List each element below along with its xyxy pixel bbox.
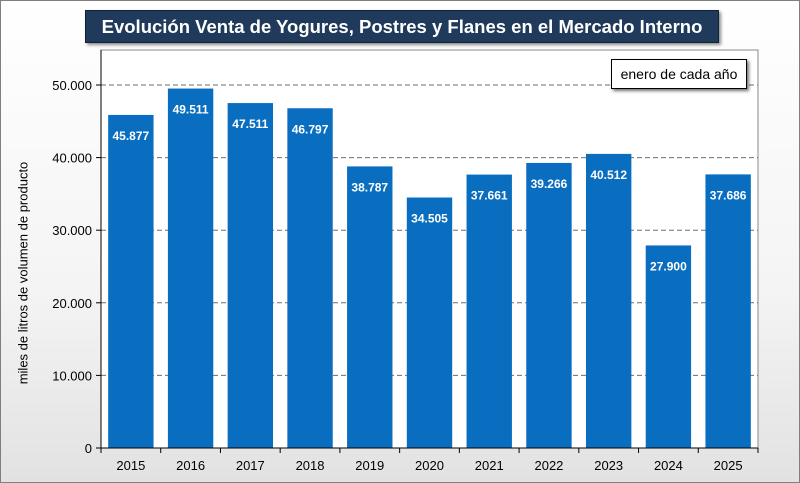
axes	[96, 50, 759, 453]
chart-title: Evolución Venta de Yogures, Postres y Fl…	[85, 10, 719, 43]
y-tick-label: 10.000	[52, 368, 92, 383]
x-tick-label: 2022	[534, 458, 563, 473]
x-tick-label: 2016	[176, 458, 205, 473]
x-tick-label: 2020	[415, 458, 444, 473]
data-label: 27.900	[650, 259, 687, 273]
y-tick-label: 50.000	[52, 78, 92, 93]
y-axis-label: miles de litros de volumen de producto	[15, 161, 31, 385]
x-tick-label: 2017	[236, 458, 265, 473]
bar	[585, 153, 632, 448]
bar	[526, 162, 572, 448]
bar	[466, 174, 512, 448]
y-tick-label: 20.000	[52, 296, 92, 311]
data-label: 40.512	[590, 168, 627, 182]
bar	[645, 245, 692, 448]
x-tick-label: 2015	[116, 458, 145, 473]
data-label: 38.787	[351, 180, 388, 194]
bar	[167, 88, 214, 448]
bar	[406, 197, 453, 448]
x-tick-label: 2023	[594, 458, 623, 473]
x-tick-label: 2019	[355, 458, 384, 473]
y-tick-labels: 0 10.000 20.000 30.000 40.000 50.000	[52, 78, 92, 456]
data-label: 49.511	[173, 103, 209, 117]
data-label: 47.511	[232, 117, 268, 131]
data-labels: 45.877 49.511 47.511 46.797 38.787 34.505 37.6…	[113, 103, 747, 274]
x-tick-labels: 2015 2016 2017 2018 2019 2020 2021 2022 2023 2024…	[116, 458, 742, 473]
bar	[108, 114, 154, 448]
bar	[287, 108, 333, 448]
x-tick-label: 2025	[714, 458, 743, 473]
data-label: 37.661	[471, 189, 508, 203]
bar	[227, 103, 274, 449]
data-label: 45.877	[113, 129, 150, 143]
x-tick-label: 2018	[296, 458, 325, 473]
bar	[705, 174, 751, 448]
data-label: 39.266	[531, 177, 568, 191]
bar	[347, 166, 393, 449]
data-label: 46.797	[292, 122, 329, 136]
data-label: 37.686	[710, 188, 747, 202]
x-tick-label: 2021	[475, 458, 504, 473]
y-tick-label: 40.000	[52, 151, 92, 166]
y-tick-label: 30.000	[52, 223, 92, 238]
y-tick-label: 0	[85, 441, 92, 456]
bars	[108, 88, 751, 449]
x-tick-label: 2024	[654, 458, 683, 473]
annotation-box: enero de cada año	[611, 59, 747, 89]
data-label: 34.505	[411, 211, 448, 225]
